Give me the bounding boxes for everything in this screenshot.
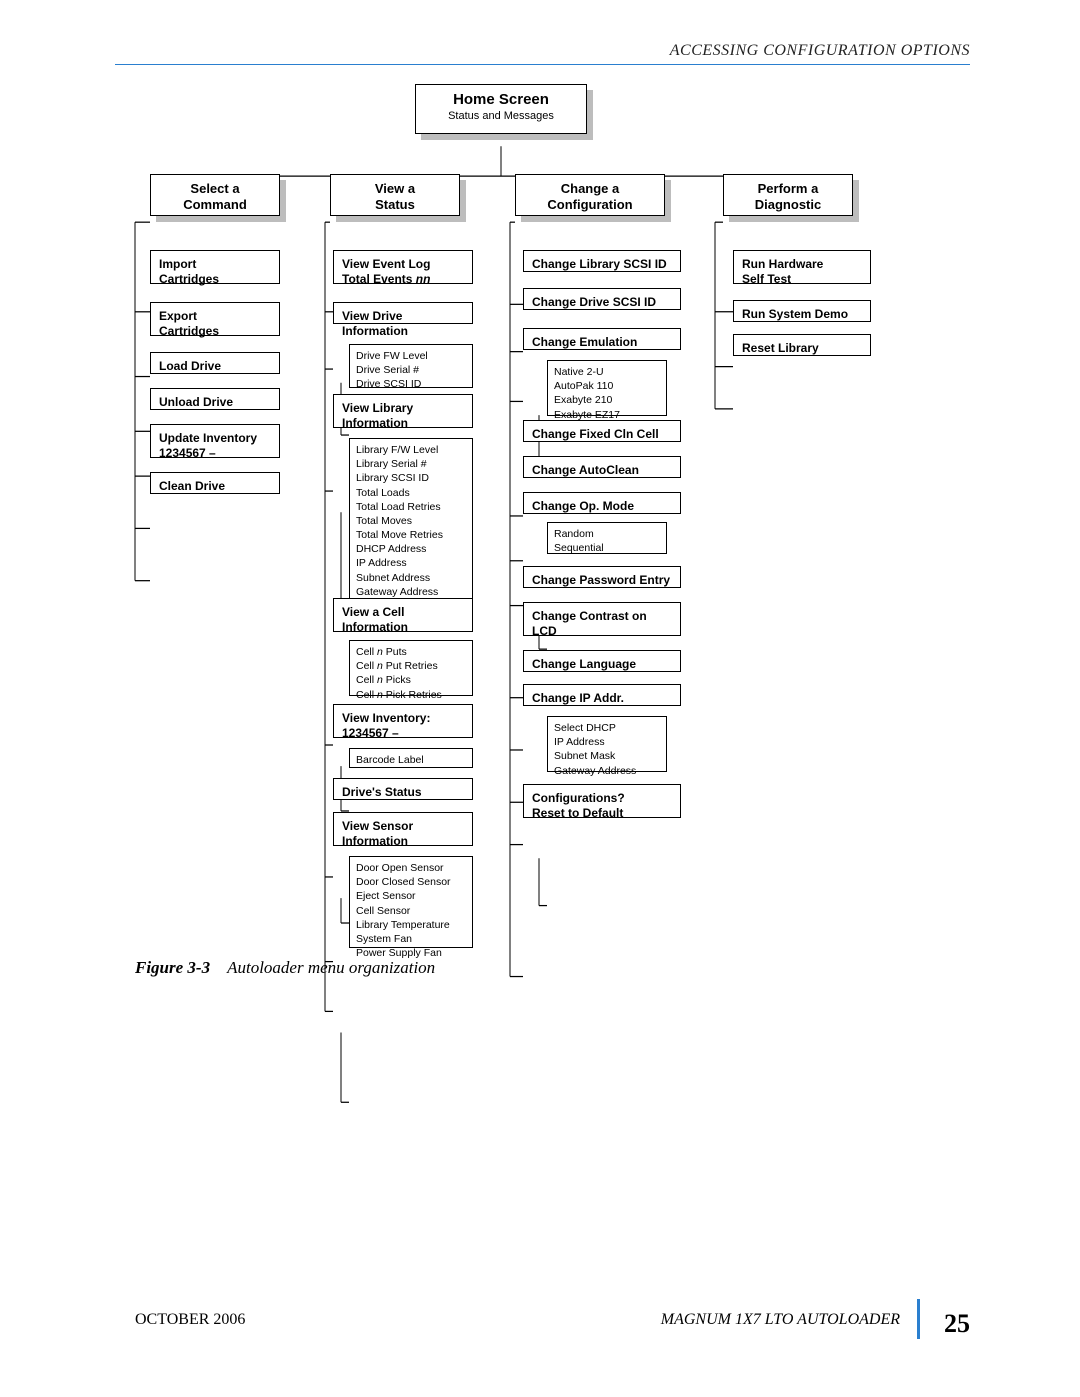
select-category: Select aCommand [150, 174, 280, 216]
select-item-2: Load Drive [150, 352, 280, 374]
select-item-1: ExportCartridges [150, 302, 280, 336]
page-number: 25 [944, 1309, 970, 1339]
change-item-10: Configurations?Reset to Default [523, 784, 681, 818]
view-item-3-sub: Cell n PutsCell n Put RetriesCell n Pick… [349, 640, 473, 696]
change-item-9-sub: Select DHCPIP AddressSubnet MaskGateway … [547, 716, 667, 772]
change-item-6: Change Password Entry [523, 566, 681, 588]
menu-tree-diagram: Home ScreenStatus and Messages Select aCo… [115, 84, 970, 1167]
view-item-1: View Drive Information [333, 302, 473, 324]
change-item-2: Change Emulation [523, 328, 681, 350]
view-item-4-sub: Barcode Label [349, 748, 473, 768]
view-item-2-sub: Library F/W LevelLibrary Serial #Library… [349, 438, 473, 602]
view-item-3: View a CellInformation [333, 598, 473, 632]
view-category: View aStatus [330, 174, 460, 216]
change-item-0: Change Library SCSI ID [523, 250, 681, 272]
perform-item-1: Run System Demo [733, 300, 871, 322]
change-item-7: Change Contrast onLCD [523, 602, 681, 636]
header-rule [115, 64, 970, 65]
view-item-4: View Inventory:1234567 – [333, 704, 473, 738]
change-item-1: Change Drive SCSI ID [523, 288, 681, 310]
change-item-9: Change IP Addr. [523, 684, 681, 706]
change-category: Change aConfiguration [515, 174, 665, 216]
footer-divider [917, 1299, 920, 1339]
home-screen: Home ScreenStatus and Messages [415, 84, 587, 134]
view-item-6: View SensorInformation [333, 812, 473, 846]
page-header: ACCESSING CONFIGURATION OPTIONS [670, 42, 970, 60]
change-item-5: Change Op. Mode [523, 492, 681, 514]
view-item-1-sub: Drive FW LevelDrive Serial #Drive SCSI I… [349, 344, 473, 388]
view-item-0: View Event LogTotal Events nn [333, 250, 473, 284]
perform-category: Perform aDiagnostic [723, 174, 853, 216]
select-item-3: Unload Drive [150, 388, 280, 410]
change-item-8: Change Language [523, 650, 681, 672]
select-item-0: ImportCartridges [150, 250, 280, 284]
select-item-4: Update Inventory1234567 – [150, 424, 280, 458]
footer-date: OCTOBER 2006 [135, 1311, 245, 1329]
change-item-3: Change Fixed Cln Cell [523, 420, 681, 442]
view-item-6-sub: Door Open SensorDoor Closed SensorEject … [349, 856, 473, 948]
select-item-5: Clean Drive [150, 472, 280, 494]
change-item-2-sub: Native 2-UAutoPak 110Exabyte 210Exabyte … [547, 360, 667, 416]
perform-item-0: Run HardwareSelf Test [733, 250, 871, 284]
change-item-4: Change AutoClean [523, 456, 681, 478]
figure-caption: Figure 3-3 Autoloader menu organization [135, 958, 435, 978]
view-item-2: View LibraryInformation [333, 394, 473, 428]
figure-text: Autoloader menu organization [227, 958, 435, 977]
view-item-5: Drive's Status [333, 778, 473, 800]
footer-product: MAGNUM 1X7 LTO AUTOLOADER [661, 1311, 900, 1329]
change-item-5-sub: RandomSequential [547, 522, 667, 554]
perform-item-2: Reset Library [733, 334, 871, 356]
figure-number: Figure 3-3 [135, 958, 210, 977]
